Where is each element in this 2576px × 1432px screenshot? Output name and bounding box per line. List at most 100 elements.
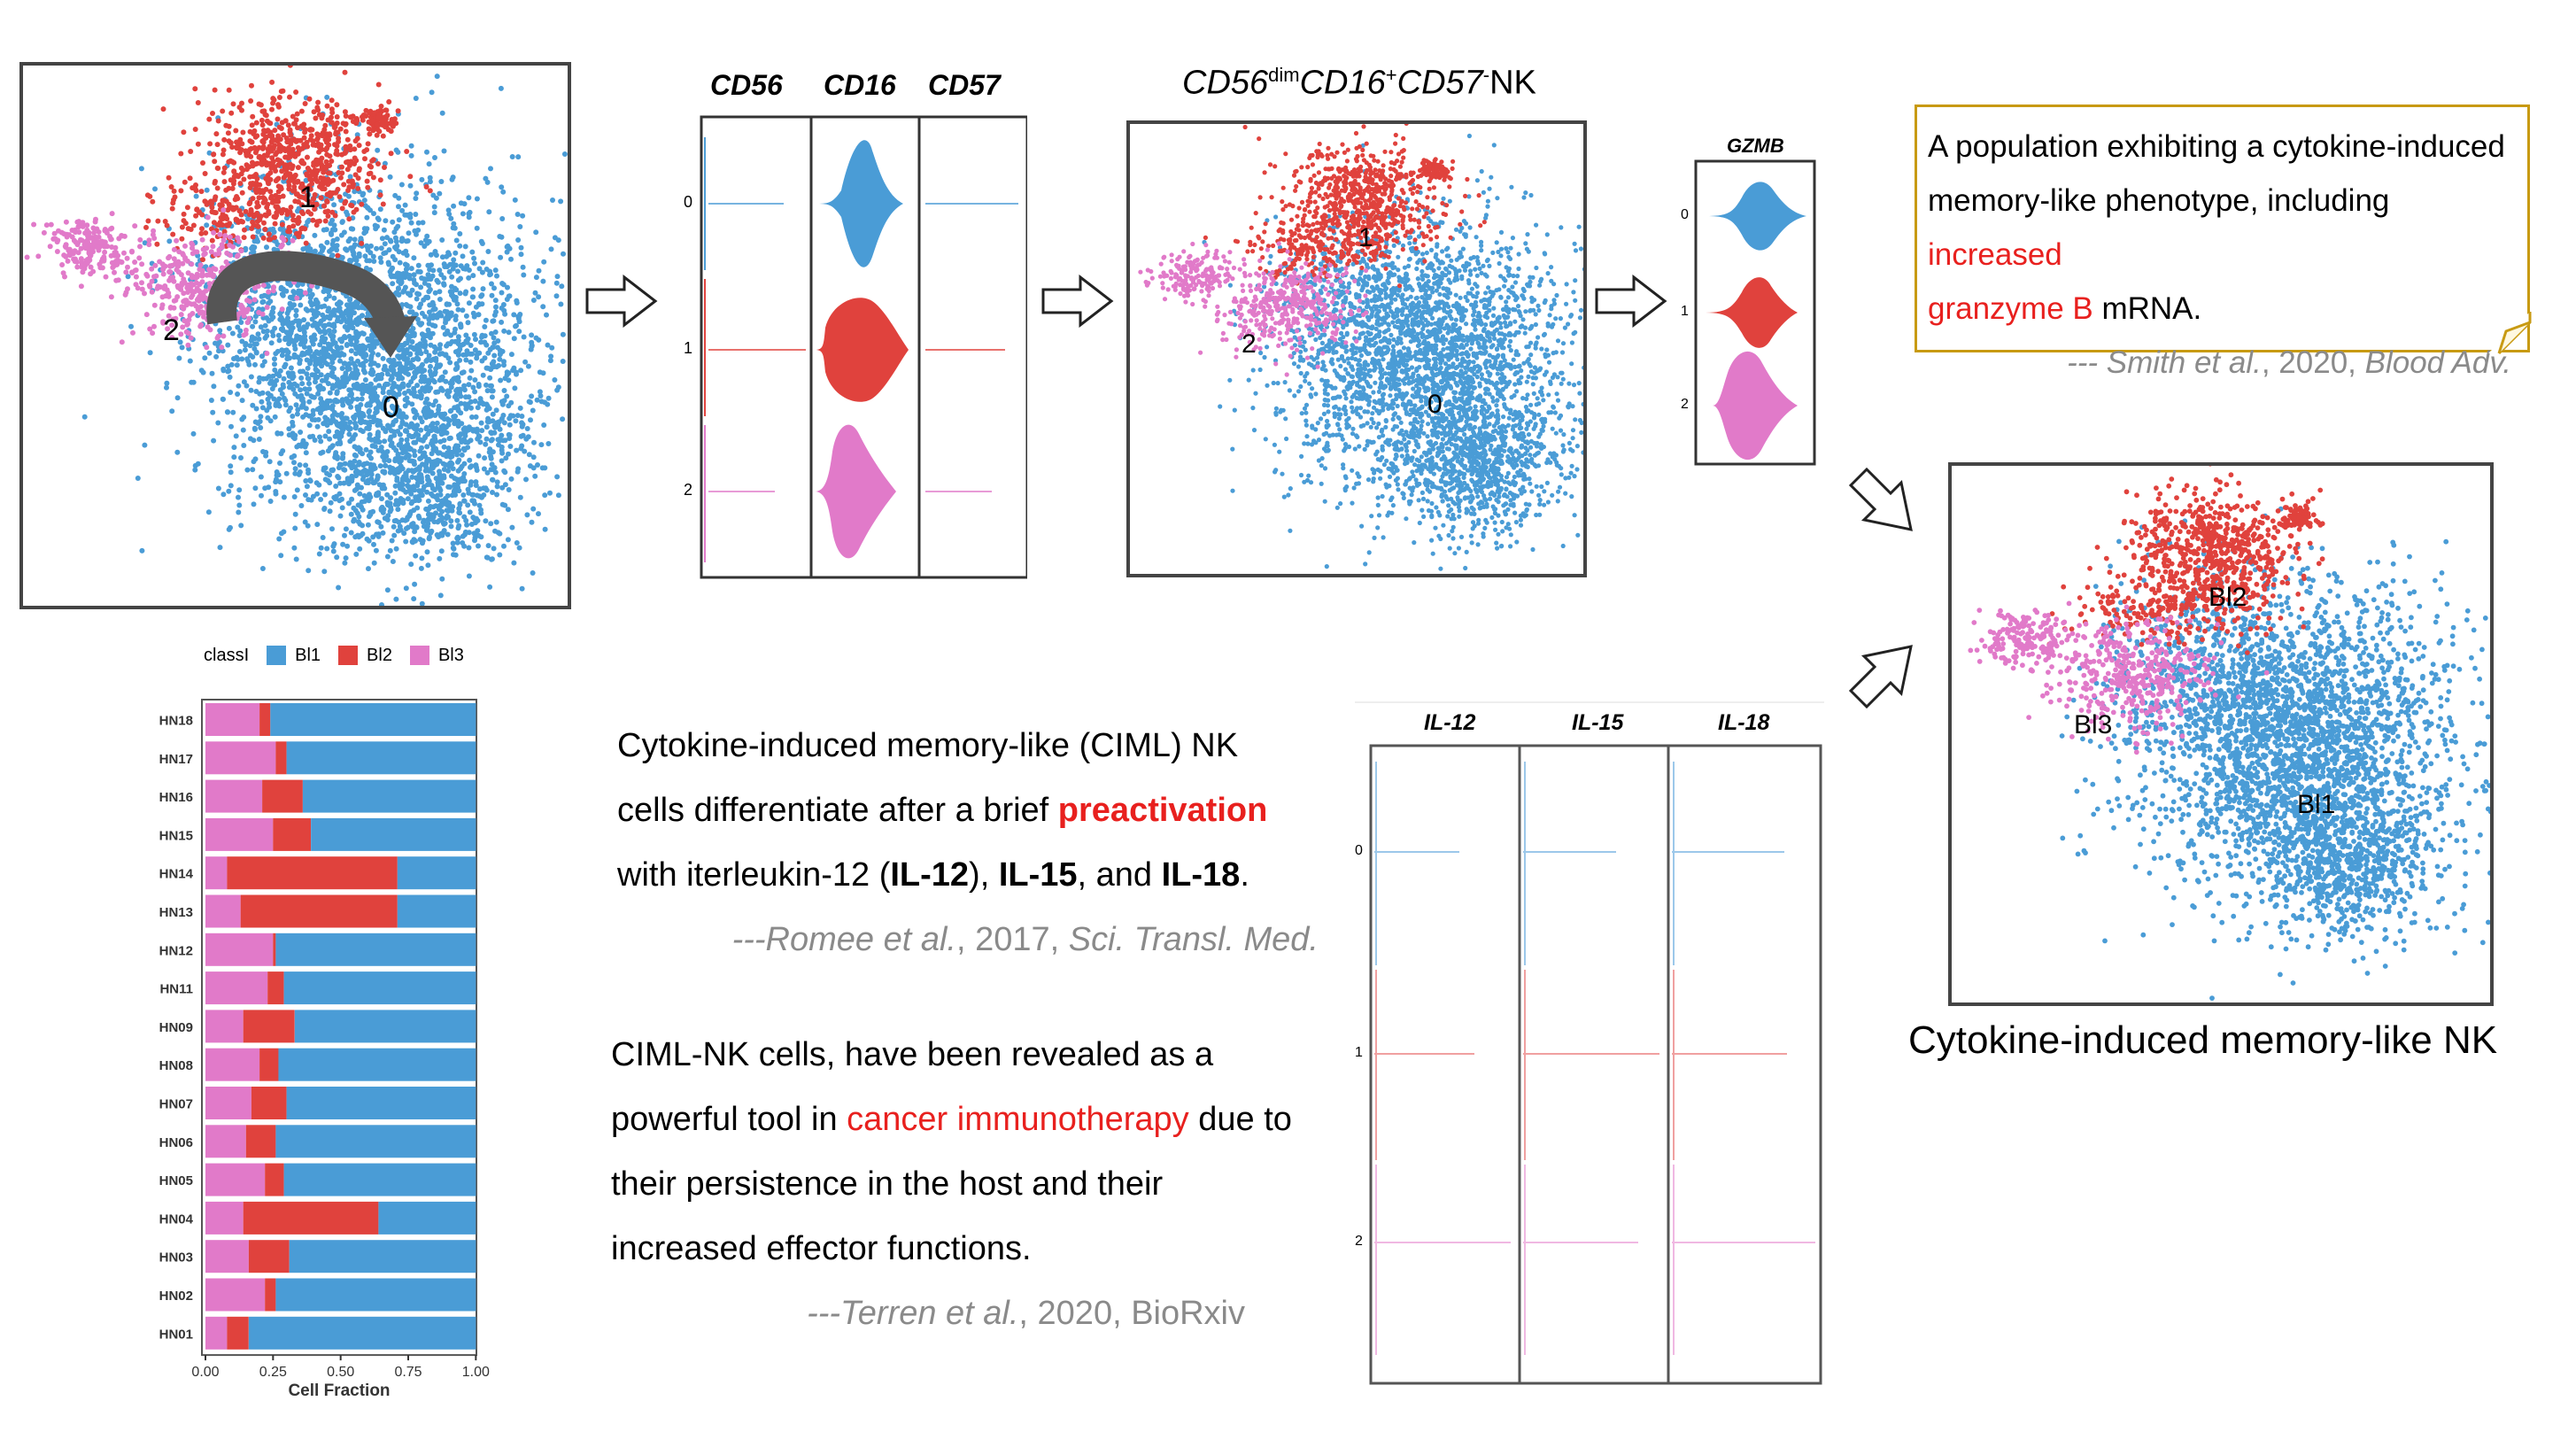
umap-point <box>435 279 441 285</box>
umap-point <box>306 381 312 387</box>
umap-point <box>379 602 384 606</box>
umap-point <box>411 272 417 278</box>
umap-point <box>327 248 332 254</box>
umap-point <box>294 487 300 493</box>
umap-point <box>278 553 284 559</box>
umap-point <box>418 240 424 246</box>
umap-point <box>303 462 309 468</box>
umap-point <box>406 230 412 236</box>
umap-point <box>541 259 547 265</box>
umap-point <box>426 352 432 359</box>
umap-point <box>489 394 495 400</box>
umap-point <box>298 503 305 508</box>
umap-point <box>358 351 364 357</box>
umap-point <box>476 383 482 390</box>
umap-point <box>306 375 312 382</box>
umap-point <box>504 297 510 302</box>
umap-point <box>397 259 403 266</box>
umap-point <box>363 352 369 359</box>
umap-point <box>483 382 489 388</box>
umap-point <box>386 261 392 267</box>
umap-point <box>432 306 438 312</box>
umap-point <box>437 289 443 295</box>
umap-point <box>335 474 341 479</box>
umap-point <box>425 562 431 569</box>
umap-point <box>365 522 371 528</box>
umap-point <box>334 376 340 383</box>
umap-point <box>260 375 267 382</box>
umap-point <box>484 179 491 185</box>
umap-point <box>427 267 433 273</box>
umap-point <box>293 556 299 562</box>
umap-point <box>407 182 414 189</box>
umap-point <box>466 394 472 400</box>
umap-point <box>458 400 464 406</box>
umap-point <box>272 414 278 420</box>
umap-point <box>425 272 431 278</box>
umap-point <box>461 201 468 207</box>
umap-point <box>231 356 236 361</box>
umap-point <box>457 357 463 363</box>
umap-point <box>393 226 399 231</box>
umap-point <box>402 202 408 208</box>
umap-point <box>292 391 298 397</box>
umap-point <box>520 264 526 270</box>
umap-point <box>387 174 393 180</box>
umap-point <box>250 323 256 329</box>
umap-point <box>508 256 514 262</box>
umap-point <box>187 358 193 364</box>
umap-point <box>415 220 422 226</box>
umap-point <box>440 324 446 330</box>
umap-point <box>487 375 493 381</box>
umap-point <box>524 426 530 431</box>
umap-point <box>270 373 276 379</box>
umap-point <box>534 397 540 403</box>
umap-point <box>339 505 345 511</box>
umap-point <box>430 313 437 319</box>
umap-point <box>432 323 438 329</box>
umap-point <box>344 543 351 549</box>
umap-point <box>409 401 415 407</box>
umap-point <box>512 385 518 391</box>
umap-point <box>458 275 463 282</box>
umap-point <box>518 368 524 374</box>
umap-point <box>432 349 438 355</box>
umap-point <box>491 318 497 324</box>
umap-point <box>561 151 568 157</box>
umap-point <box>290 414 296 419</box>
umap-point <box>298 375 305 381</box>
umap-point <box>482 339 488 345</box>
umap-point <box>282 402 289 408</box>
umap-point <box>321 507 328 512</box>
umap-point <box>326 293 332 299</box>
umap-point <box>529 332 535 338</box>
umap-point <box>560 331 566 337</box>
umap-point <box>327 472 333 478</box>
umap-point <box>332 340 338 346</box>
umap-point <box>297 469 303 475</box>
umap-point <box>454 301 460 307</box>
umap-point <box>455 268 460 275</box>
umap-point <box>437 297 443 302</box>
umap-point <box>326 429 332 435</box>
umap-point <box>354 132 360 138</box>
umap-point <box>482 355 488 361</box>
umap-point <box>482 455 488 461</box>
umap-point <box>441 282 447 288</box>
umap-point <box>334 391 340 397</box>
umap-point <box>472 399 478 404</box>
umap-point <box>468 405 474 411</box>
umap-point <box>347 438 353 445</box>
umap-point <box>317 434 322 440</box>
umap-point <box>316 551 322 557</box>
umap-point <box>351 383 357 389</box>
umap-point <box>360 468 367 475</box>
umap-point <box>448 215 454 221</box>
umap-point <box>457 243 463 249</box>
umap-point <box>506 377 512 383</box>
umap-point <box>277 368 283 374</box>
umap-point <box>339 397 345 403</box>
umap-point <box>530 407 536 414</box>
umap-point <box>367 492 372 498</box>
umap-point <box>465 336 471 342</box>
